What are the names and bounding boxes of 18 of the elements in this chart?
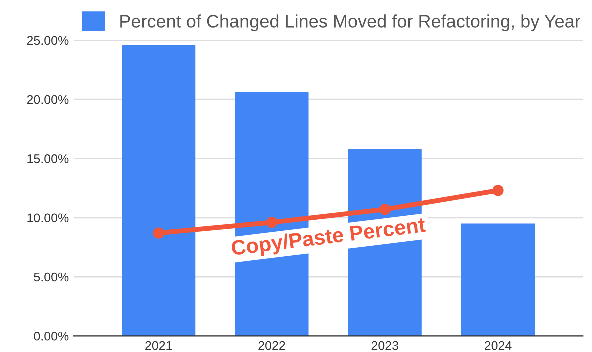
y-tick-label: 0.00% — [34, 332, 69, 341]
text: Copy/Paste Percent — [231, 216, 427, 260]
point — [380, 204, 391, 216]
legend-label: Percent of Changed Lines Moved for Refactoring, by Year — [120, 14, 581, 32]
x-tick-label: 2022 — [258, 341, 286, 350]
y-tick-label: 15.00% — [28, 154, 69, 164]
bar — [461, 224, 536, 336]
y-tick-label: 10.00% — [28, 214, 69, 223]
bar — [122, 45, 196, 336]
x-tick-label: 2023 — [372, 341, 398, 350]
point — [492, 185, 504, 196]
y-tick-label: 25.00% — [27, 36, 69, 46]
y-tick-label: 5.00% — [34, 272, 69, 282]
x-tick-label: 2021 — [146, 341, 172, 350]
y-tick-label: 20.00% — [27, 95, 69, 104]
x-tick-label: 2024 — [484, 341, 512, 350]
point — [153, 228, 164, 239]
point — [266, 217, 278, 228]
